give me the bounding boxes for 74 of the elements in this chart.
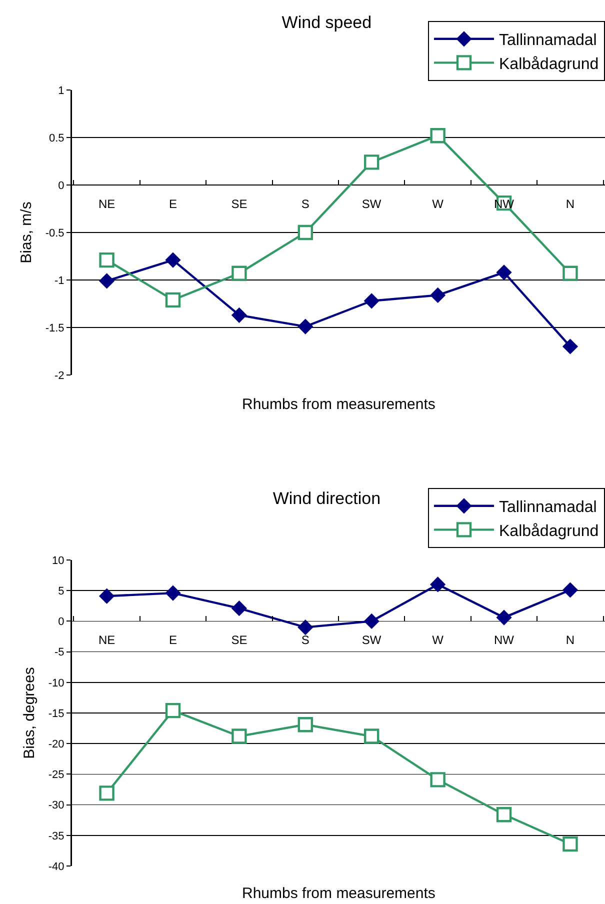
point [298,318,314,334]
y-tick-label: -0.5 [45,227,64,240]
x-tick-label: NE [98,633,116,648]
point [364,293,380,309]
x-tick-label: NW [494,633,515,648]
y-tick-label: -20 [48,738,64,750]
point [364,154,380,170]
point [298,620,314,636]
point [165,702,181,718]
y-tick-label: 5 [58,585,64,598]
point [298,717,313,732]
y-tick-label: -40 [48,860,64,873]
legend-label: Tallinnamadal [499,32,597,50]
point [430,128,446,144]
x-tick-label: W [432,197,444,211]
legend-label: Kalbådagrund [499,56,599,73]
point [165,292,181,308]
point [430,576,446,592]
y-axis-title: Bias, m/s [18,202,35,264]
legend-label: Kalbådagrund [499,522,599,540]
y-tick-label: 0 [58,180,64,192]
point [562,582,578,598]
point [231,307,247,323]
point [496,806,512,822]
point [232,728,247,744]
y-tick-label: -1.5 [45,322,64,334]
x-tick-label: N [566,633,575,648]
y-tick-label: 0 [58,616,64,628]
y-tick-label: -1 [54,274,64,287]
x-tick-label: E [168,633,177,648]
point [430,772,446,788]
y-tick-label: -35 [48,830,64,842]
y-tick-label: 10 [52,554,64,567]
point [496,264,512,280]
x-axis-title: Rhumbs from measurements [242,885,436,902]
x-tick-label: NE [98,197,116,211]
x-tick-label: E [168,197,177,211]
point [364,613,380,629]
point [430,287,446,303]
point [232,266,247,281]
point [99,252,114,268]
point [496,610,512,626]
chart-title: Wind direction [272,488,381,508]
y-tick-label: -5 [54,646,64,659]
point [98,588,115,604]
point [98,273,115,289]
chart-title: Wind speed [282,12,372,32]
x-tick-label: SE [231,197,248,211]
x-tick-label: SW [362,197,382,211]
x-tick-label: S [301,633,310,648]
x-tick-label: SE [231,633,248,648]
point [231,600,247,616]
point [562,338,578,354]
point [99,786,114,801]
y-tick-label: -10 [48,677,64,690]
point [562,266,578,281]
y-tick-label: 1 [58,84,64,97]
x-tick-label: S [301,197,310,211]
y-axis-title: Bias, degrees [20,667,38,759]
point [165,252,181,268]
y-tick-label: -30 [48,800,64,812]
y-tick-label: -15 [48,708,64,720]
point [165,585,181,601]
y-tick-label: -25 [48,769,64,782]
point [298,224,313,240]
y-tick-label: 0.5 [49,132,64,144]
x-axis-title: Rhumbs from measurements [242,396,436,413]
point [364,728,380,744]
point [562,836,578,852]
y-tick-label: -2 [54,370,64,382]
x-tick-label: N [566,197,575,211]
x-tick-label: SW [362,633,382,648]
legend-label: Tallinnamadal [499,499,597,516]
x-tick-label: W [432,633,444,648]
